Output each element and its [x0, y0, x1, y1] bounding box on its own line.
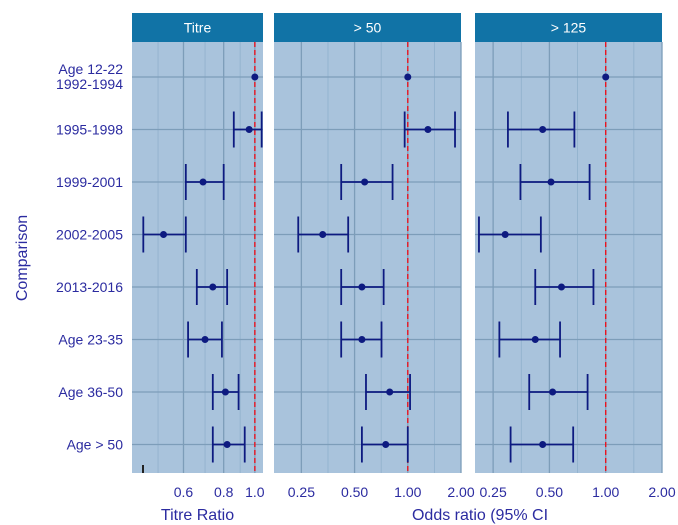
estimate-point	[382, 441, 390, 448]
estimate-point	[424, 126, 432, 133]
panel-background	[132, 42, 263, 473]
estimate-point	[531, 336, 539, 343]
x-tick-label: 0.25	[479, 484, 506, 500]
x-tick-label: 0.50	[341, 484, 368, 500]
x-tick-label: 0.8	[214, 484, 234, 500]
panel-background	[274, 42, 461, 473]
panel-strip-label: > 50	[354, 20, 382, 36]
estimate-point	[386, 388, 394, 396]
panel-strip	[132, 13, 263, 42]
panel-1: > 50 0.25 0.50 1.00 2.00 Odds ratio (95% CI	[274, 13, 548, 524]
estimate-point	[602, 73, 610, 81]
estimate-point	[223, 441, 231, 448]
estimate-point	[539, 441, 547, 448]
y-axis-title: Comparison	[14, 215, 31, 301]
y-tick-label: 2002-2005	[56, 227, 123, 243]
x-axis-title: Titre Ratio	[161, 507, 234, 524]
estimate-point	[319, 231, 327, 238]
panel-strip	[475, 13, 662, 42]
y-tick-label: 1999-2001	[56, 174, 123, 190]
y-tick-label: Age 23-35	[58, 332, 123, 348]
estimate-point	[245, 126, 253, 133]
panel-strip	[274, 13, 461, 42]
estimate-point	[358, 336, 366, 343]
x-tick-label: 2.00	[447, 484, 474, 500]
y-tick-label: Age > 50	[67, 437, 124, 453]
x-tick-label: 0.6	[174, 484, 194, 500]
estimate-point	[404, 73, 412, 81]
estimate-point	[160, 231, 168, 238]
y-tick-label: Age 36-50	[58, 384, 123, 400]
y-tick-label: 2013-2016	[56, 279, 123, 295]
estimate-point	[557, 283, 565, 291]
panel-strip-label: > 125	[551, 20, 587, 36]
x-tick-label: 2.00	[648, 484, 675, 500]
y-tick-label: 1992-1994	[56, 76, 123, 92]
y-tick-label: 1995-1998	[56, 122, 123, 138]
estimate-point	[539, 126, 547, 133]
estimate-point	[361, 178, 369, 186]
estimate-point	[549, 388, 557, 396]
x-tick-label: 1.00	[394, 484, 421, 500]
estimate-point	[199, 178, 207, 186]
y-tick-label: Age 12-22	[58, 61, 123, 77]
estimate-point	[201, 336, 209, 343]
estimate-point	[501, 231, 509, 238]
panel-background	[475, 42, 662, 473]
x-tick-label: 1.0	[245, 484, 265, 500]
panel-strip-label: Titre	[184, 20, 212, 36]
x-tick-label: 0.50	[536, 484, 563, 500]
estimate-point	[251, 73, 259, 81]
panel-2: > 125 0.25 0.50 1.00 2.00	[475, 13, 676, 500]
estimate-point	[358, 283, 366, 291]
panel-0: Titre 0.6 0.8 1.0 Titre Ratio	[132, 13, 265, 524]
estimate-point	[221, 388, 229, 396]
x-axis-title: Odds ratio (95% CI	[412, 507, 548, 524]
x-tick-label: 1.00	[592, 484, 619, 500]
estimate-point	[209, 283, 217, 291]
x-tick-label: 0.25	[288, 484, 315, 500]
estimate-point	[547, 178, 555, 186]
